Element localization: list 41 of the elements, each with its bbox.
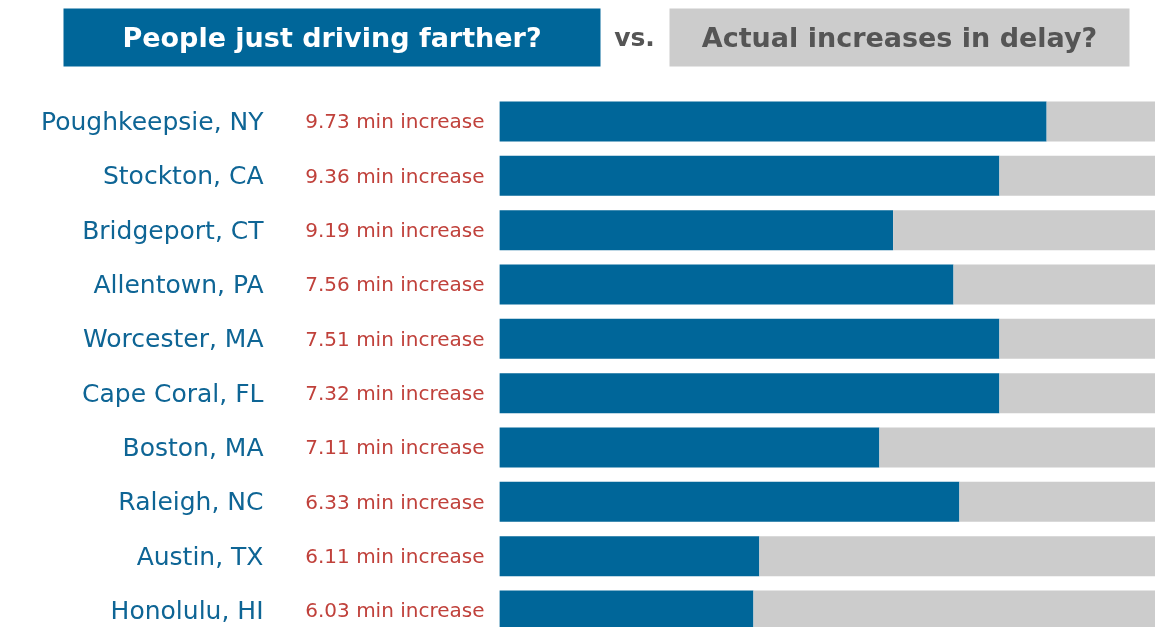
text: 6.03 min increase: [305, 598, 485, 623]
y-tick-label: Bridgeport, CT: [82, 215, 265, 245]
bar: [879, 427, 1155, 468]
bar: [893, 210, 1155, 251]
text: 7.56 min increase: [305, 272, 485, 297]
bar: [959, 481, 1155, 522]
text: 9.73 min increase: [305, 109, 485, 134]
bar: [953, 264, 1155, 305]
bar: [499, 264, 954, 305]
text: 7.32 min increase: [305, 381, 485, 406]
text: 7.51 min increase: [305, 326, 485, 351]
text: 7.11 min increase: [305, 435, 485, 460]
bar: [999, 318, 1155, 359]
series-label: Actual increases in delay?: [701, 22, 1098, 53]
bar: [499, 427, 880, 468]
series-label: People just driving farther?: [122, 22, 542, 53]
bar: [1046, 101, 1155, 142]
y-tick-label: Stockton, CA: [102, 161, 264, 191]
y-tick-label: Boston, MA: [122, 433, 264, 462]
bar: [499, 210, 894, 251]
y-tick-label: Allentown, PA: [93, 270, 264, 299]
y-tick-label: Honolulu, HI: [110, 595, 264, 625]
text: 9.19 min increase: [305, 218, 485, 243]
bar: [499, 101, 1047, 142]
bar: [499, 536, 760, 577]
y-tick-label: Cape Coral, FL: [82, 378, 264, 408]
bar: [499, 481, 960, 522]
y-tick-label: Austin, TX: [136, 541, 264, 571]
bar: [999, 373, 1155, 414]
bar: [499, 318, 1000, 359]
y-tick-label: Raleigh, NC: [118, 487, 264, 517]
bar: [759, 536, 1155, 577]
text: 6.11 min increase: [305, 544, 485, 569]
bar: [499, 155, 1000, 196]
bar: [999, 155, 1155, 196]
bar: [499, 373, 1000, 414]
text: 6.33 min increase: [305, 489, 485, 514]
y-tick-label: Poughkeepsie, NY: [41, 107, 265, 136]
text: vs.: [614, 23, 655, 52]
y-tick-label: Worcester, MA: [83, 324, 264, 354]
text: 9.36 min increase: [305, 163, 485, 188]
